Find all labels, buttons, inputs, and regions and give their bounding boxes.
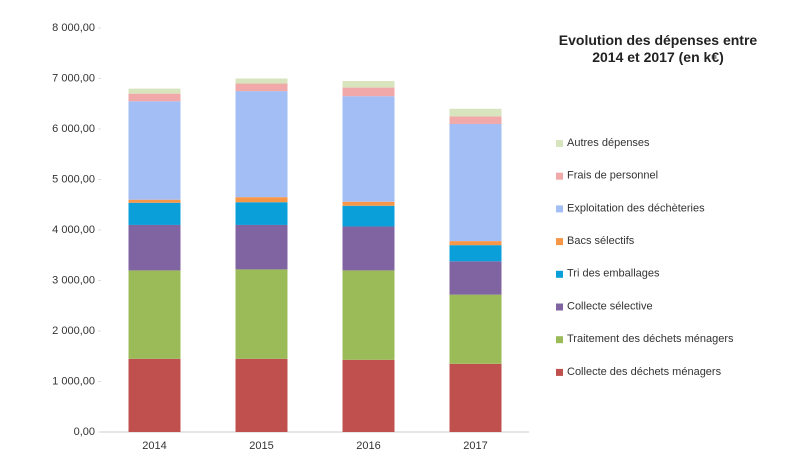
bar-segment: [235, 224, 288, 270]
bar-segment: [449, 245, 502, 262]
legend-label: Traitement des déchets ménagers: [567, 333, 734, 345]
bar-segment: [342, 96, 395, 202]
bar-segment: [342, 270, 395, 360]
bar-segment: [342, 201, 395, 206]
bar-segment: [128, 199, 181, 203]
legend-label: Bacs sélectifs: [567, 235, 635, 247]
bar-segment: [235, 78, 288, 84]
bar-segment: [342, 87, 395, 97]
bar-segment: [449, 241, 502, 246]
bar-segment: [235, 91, 288, 198]
y-tick-label: 7 000,00: [52, 72, 95, 84]
legend-label: Autres dépenses: [567, 137, 650, 149]
bar-segment: [449, 108, 502, 117]
bar-segment: [235, 202, 288, 225]
legend-label: Collecte des déchets ménagers: [567, 366, 722, 378]
legend-swatch: [556, 303, 563, 311]
bar-segment: [342, 226, 395, 271]
legend-label: Frais de personnel: [567, 170, 658, 182]
bar-segment: [128, 93, 181, 102]
bar-segment: [342, 81, 395, 88]
bar-segment: [449, 123, 502, 242]
bar-segment: [128, 88, 181, 94]
legend-label: Tri des emballages: [567, 268, 660, 280]
bar-segment: [235, 197, 288, 203]
x-tick-label: 2015: [249, 440, 273, 452]
legend-swatch: [556, 172, 563, 180]
bar-segment: [128, 358, 181, 432]
bar-segment: [449, 261, 502, 295]
x-tick-label: 2014: [142, 440, 166, 452]
chart-title: Evolution des dépenses entre 2014 et 201…: [558, 32, 758, 65]
bar-segment: [128, 224, 181, 271]
y-tick-label: 0,00: [74, 426, 95, 438]
legend-swatch: [556, 140, 563, 147]
y-tick-label: 1 000,00: [52, 375, 95, 387]
legend-label: Exploitation des déchèteries: [567, 202, 705, 214]
bar-segment: [235, 269, 288, 359]
legend-swatch: [556, 238, 563, 246]
y-tick-label: 4 000,00: [52, 224, 95, 236]
bar-segment: [449, 294, 502, 364]
bar-segment: [235, 358, 288, 432]
y-tick-label: 8 000,00: [52, 22, 95, 34]
bar-segment: [128, 101, 181, 200]
bar-segment: [449, 363, 502, 432]
bar-segment: [449, 116, 502, 124]
legend-swatch: [556, 270, 563, 278]
x-tick-label: 2017: [463, 440, 487, 452]
bar-segment: [342, 359, 395, 432]
legend-swatch: [556, 368, 563, 376]
bar-segment: [235, 83, 288, 92]
y-tick-label: 3 000,00: [52, 274, 95, 286]
bar-segment: [128, 202, 181, 225]
legend-swatch: [556, 336, 563, 344]
legend-swatch: [556, 205, 563, 213]
y-tick-label: 2 000,00: [52, 325, 95, 337]
y-tick-label: 5 000,00: [52, 173, 95, 185]
x-tick-label: 2016: [356, 440, 380, 452]
bar-segment: [342, 205, 395, 227]
legend-label: Collecte sélective: [567, 300, 653, 312]
y-tick-label: 6 000,00: [52, 123, 95, 135]
bar-segment: [128, 270, 181, 359]
